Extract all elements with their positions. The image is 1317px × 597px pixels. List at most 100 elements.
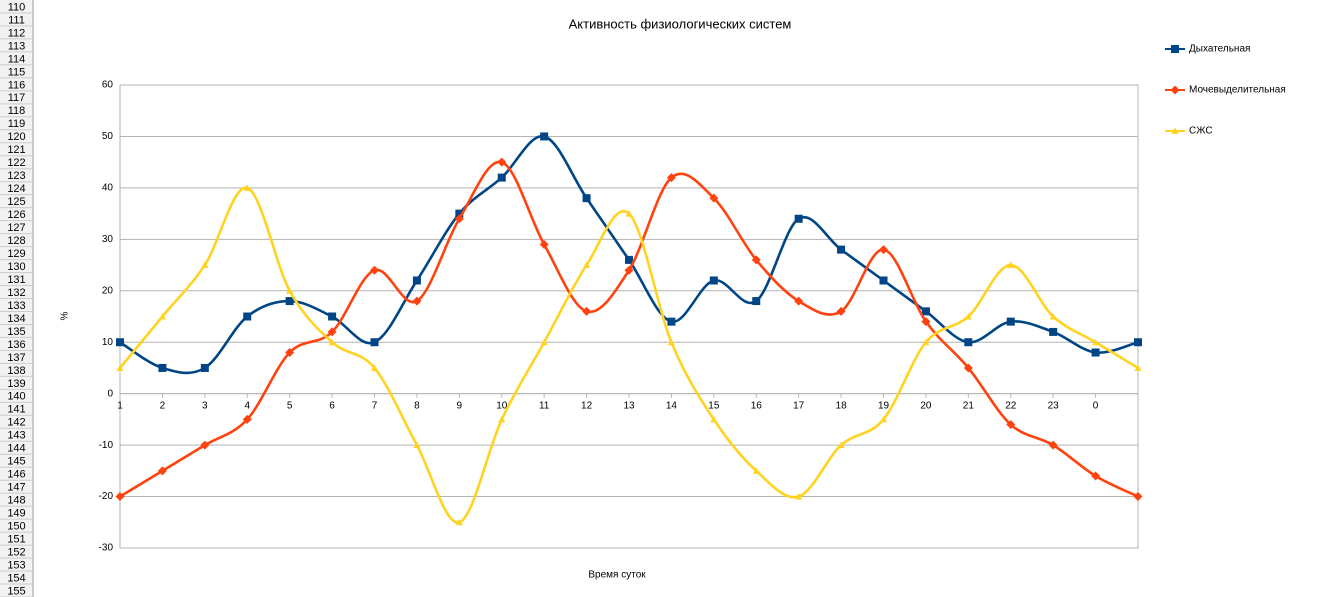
row-number: 123	[7, 170, 25, 182]
marker	[413, 441, 421, 449]
row-number: 155	[7, 585, 25, 597]
legend-label: Мочевыделительная	[1189, 85, 1286, 96]
row-number: 149	[7, 508, 25, 520]
marker	[497, 173, 506, 182]
row-number: 133	[7, 300, 25, 312]
marker	[454, 214, 464, 224]
row-number: 130	[7, 261, 25, 273]
y-tick-label: 20	[102, 285, 114, 296]
marker	[412, 276, 421, 285]
marker	[539, 239, 549, 249]
marker	[625, 255, 633, 264]
row-number: 126	[7, 209, 25, 221]
marker	[1171, 45, 1179, 53]
row-number: 152	[7, 546, 25, 558]
marker	[963, 363, 973, 373]
marker	[540, 338, 548, 346]
marker	[540, 132, 549, 141]
row-number: 153	[7, 559, 25, 571]
row-number: 120	[7, 131, 25, 143]
y-tick-label: 60	[102, 80, 114, 91]
marker	[497, 157, 507, 167]
y-tick-label: -30	[99, 543, 114, 554]
x-tick-label: 8	[414, 400, 420, 411]
row-number: 119	[8, 118, 26, 130]
y-tick-label: -20	[99, 491, 114, 502]
row-number: 140	[7, 391, 25, 403]
marker	[1048, 440, 1058, 450]
marker	[200, 363, 209, 372]
x-tick-label: 9	[457, 400, 463, 411]
legend-label: СЖС	[1189, 126, 1213, 137]
marker	[879, 245, 888, 255]
x-tick-label: 4	[244, 400, 250, 411]
series-line	[119, 160, 1139, 498]
x-tick-label: 20	[920, 400, 932, 411]
y-tick-label: -10	[99, 440, 114, 451]
marker	[1006, 420, 1016, 430]
row-number: 113	[8, 40, 26, 52]
marker	[1092, 338, 1100, 346]
series-line	[119, 135, 1139, 375]
row-number: 127	[7, 222, 25, 234]
marker	[327, 327, 337, 337]
row-number: 137	[7, 352, 25, 364]
x-tick-label: 6	[329, 400, 335, 411]
marker	[285, 297, 294, 306]
marker	[455, 209, 464, 218]
x-tick-label: 2	[160, 400, 166, 411]
marker	[1091, 471, 1101, 481]
row-number: 143	[7, 430, 25, 442]
row-number: 114	[8, 53, 26, 65]
row-number: 145	[7, 456, 25, 468]
marker	[921, 317, 931, 327]
marker	[1006, 317, 1015, 326]
marker	[243, 312, 252, 321]
series-line	[118, 186, 1139, 524]
x-tick-label: 23	[1048, 400, 1060, 411]
marker	[158, 363, 167, 372]
marker	[243, 184, 251, 191]
x-tick-label: 15	[708, 400, 720, 411]
marker	[1007, 261, 1015, 269]
x-tick-label: 21	[963, 400, 975, 411]
row-number: 112	[8, 27, 26, 39]
marker	[794, 296, 804, 306]
y-tick-label: 50	[102, 131, 114, 142]
marker	[836, 306, 846, 316]
row-number: 124	[7, 183, 25, 195]
row-number: 134	[7, 313, 25, 325]
marker	[794, 214, 803, 223]
marker	[667, 338, 675, 346]
marker	[795, 493, 803, 500]
row-number: 110	[8, 1, 26, 13]
row-headers: 1101111121131141151161171181191201211221…	[0, 0, 34, 597]
x-tick-label: 7	[372, 400, 378, 411]
marker	[370, 338, 379, 347]
row-number: 116	[8, 79, 26, 91]
marker	[1170, 85, 1180, 95]
marker	[200, 440, 210, 450]
marker	[412, 296, 422, 306]
marker	[751, 255, 761, 265]
chart-title: Активность физиологических систем	[569, 16, 792, 31]
marker	[286, 287, 294, 294]
row-number: 138	[7, 365, 25, 377]
row-number: 121	[7, 144, 25, 156]
legend-label: Дыхательная	[1189, 44, 1250, 55]
marker	[879, 276, 888, 285]
row-number: 150	[7, 521, 25, 533]
row-number: 131	[7, 274, 25, 286]
marker	[1091, 348, 1100, 357]
marker	[922, 338, 930, 346]
row-number: 146	[7, 469, 25, 481]
row-number: 118	[8, 105, 26, 117]
x-tick-label: 17	[793, 400, 805, 411]
x-axis-title: Время суток	[588, 570, 646, 581]
marker	[625, 210, 633, 217]
row-number: 129	[7, 248, 25, 260]
marker	[285, 348, 295, 358]
marker	[370, 265, 379, 275]
row-number: 142	[7, 417, 25, 429]
marker	[1133, 492, 1143, 502]
